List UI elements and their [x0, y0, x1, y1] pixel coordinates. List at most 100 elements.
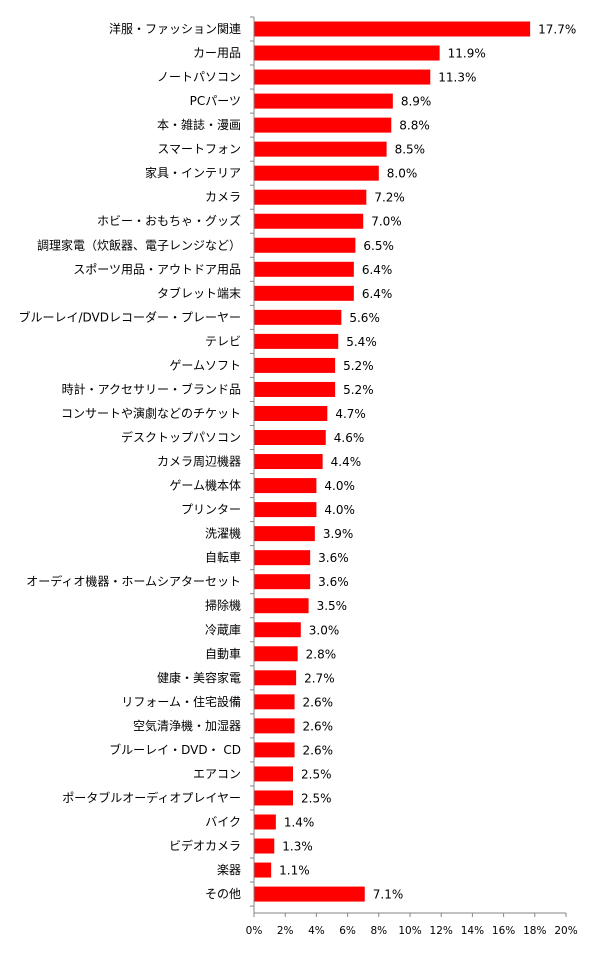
- category-label: 空気清浄機・加湿器: [133, 718, 241, 733]
- bar: [254, 189, 367, 205]
- bar: [254, 21, 531, 37]
- category-label: ポータブルオーディオプレイヤー: [62, 790, 241, 805]
- value-label: 6.5%: [363, 239, 394, 253]
- bar: [254, 574, 311, 590]
- x-tick-label: 10%: [398, 925, 421, 937]
- category-label: 家具・インテリア: [145, 165, 241, 180]
- category-label: ノートパソコン: [157, 70, 241, 84]
- value-label: 4.4%: [331, 455, 362, 469]
- category-label: テレビ: [205, 334, 241, 348]
- category-label: カメラ周辺機器: [157, 454, 241, 469]
- x-tick-label: 20%: [554, 925, 577, 937]
- value-label: 2.6%: [303, 719, 334, 733]
- bar: [254, 381, 336, 397]
- bar: [254, 117, 392, 133]
- x-tick-label: 2%: [277, 925, 294, 937]
- value-label: 1.1%: [279, 864, 310, 878]
- bar: [254, 69, 431, 85]
- category-label: 掃除機: [205, 598, 241, 613]
- value-label: 17.7%: [538, 23, 576, 37]
- x-tick-label: 8%: [370, 925, 387, 937]
- value-label: 3.6%: [318, 575, 349, 589]
- category-label: 楽器: [217, 863, 241, 877]
- category-label: ゲーム機本体: [169, 478, 241, 493]
- value-label: 5.2%: [343, 359, 374, 373]
- value-label: 5.6%: [349, 311, 380, 325]
- x-tick-label: 16%: [492, 925, 515, 937]
- value-label: 3.6%: [318, 551, 349, 565]
- x-tick-label: 12%: [430, 925, 453, 937]
- value-label: 6.4%: [362, 263, 393, 277]
- value-label: 2.8%: [306, 647, 337, 661]
- axis-layer: 0% 2% 4% 6% 8% 10% 12% 14% 16% 18% 20%: [246, 16, 578, 937]
- bar: [254, 862, 272, 878]
- bar: [254, 333, 339, 349]
- bar: [254, 790, 293, 806]
- bar: [254, 285, 354, 301]
- category-label: スポーツ用品・アウトドア用品: [73, 262, 241, 276]
- bar: [254, 309, 342, 325]
- bar: [254, 646, 298, 662]
- category-label: 時計・アクセサリー・ブランド品: [62, 381, 241, 396]
- value-label: 8.0%: [387, 167, 418, 181]
- category-label: バイク: [205, 815, 241, 829]
- value-label: 4.7%: [335, 407, 366, 421]
- bar: [254, 357, 336, 373]
- bar: [254, 45, 440, 61]
- bar: [254, 694, 295, 710]
- value-label: 11.3%: [438, 71, 476, 85]
- x-tick-label: 18%: [523, 925, 546, 937]
- value-label: 2.6%: [303, 695, 334, 709]
- bar: [254, 261, 354, 277]
- value-label: 6.4%: [362, 287, 393, 301]
- category-label: カー用品: [193, 46, 241, 60]
- value-label: 7.0%: [371, 215, 402, 229]
- value-labels-layer: 17.7% 11.9% 11.3% 8.9% 8.8% 8.5% 8.0% 7.2% 7.0% 6…: [279, 23, 576, 902]
- bar: [254, 526, 315, 542]
- category-label: 冷蔵庫: [205, 623, 241, 637]
- x-tick-label: 4%: [308, 925, 325, 937]
- category-label: その他: [205, 887, 241, 901]
- category-label: オーディオ機器・ホームシアターセット: [26, 574, 241, 589]
- value-label: 8.8%: [399, 119, 430, 133]
- x-tick-label: 6%: [339, 925, 356, 937]
- value-label: 2.5%: [301, 791, 332, 805]
- value-label: 1.4%: [284, 815, 315, 829]
- value-label: 4.0%: [324, 503, 355, 517]
- bar: [254, 622, 301, 638]
- value-label: 3.9%: [323, 527, 354, 541]
- bar: [254, 670, 297, 686]
- x-tick-label: 14%: [461, 925, 484, 937]
- value-label: 5.2%: [343, 383, 374, 397]
- category-label: PCパーツ: [190, 94, 241, 108]
- value-label: 5.4%: [346, 335, 377, 349]
- value-label: 1.3%: [282, 840, 313, 854]
- category-label: デスクトップパソコン: [121, 430, 241, 445]
- bar: [254, 405, 328, 421]
- bar: [254, 814, 276, 830]
- value-label: 7.2%: [374, 191, 405, 205]
- category-label: 自転車: [205, 551, 241, 565]
- category-label: 健康・美容家電: [157, 670, 241, 685]
- category-label: ホビー・おもちゃ・グッズ: [97, 213, 241, 228]
- category-label: リフォーム・住宅設備: [121, 694, 241, 709]
- value-label: 4.6%: [334, 431, 365, 445]
- category-label: スマートフォン: [157, 142, 241, 156]
- bar: [254, 550, 311, 566]
- bar: [254, 165, 379, 181]
- bars-layer: [254, 21, 531, 902]
- category-label: コンサートや演劇などのチケット: [61, 405, 241, 420]
- category-label: 洋服・ファッション関連: [109, 21, 241, 36]
- value-label: 8.9%: [401, 95, 432, 109]
- bar: [254, 430, 326, 446]
- x-tick-label: 0%: [246, 925, 263, 937]
- bar: [254, 213, 364, 229]
- bar: [254, 93, 393, 109]
- bar: [254, 502, 317, 518]
- category-label: プリンター: [181, 503, 241, 517]
- category-label: ゲームソフト: [169, 358, 241, 372]
- category-label: タブレット端末: [157, 285, 241, 300]
- bar: [254, 598, 309, 614]
